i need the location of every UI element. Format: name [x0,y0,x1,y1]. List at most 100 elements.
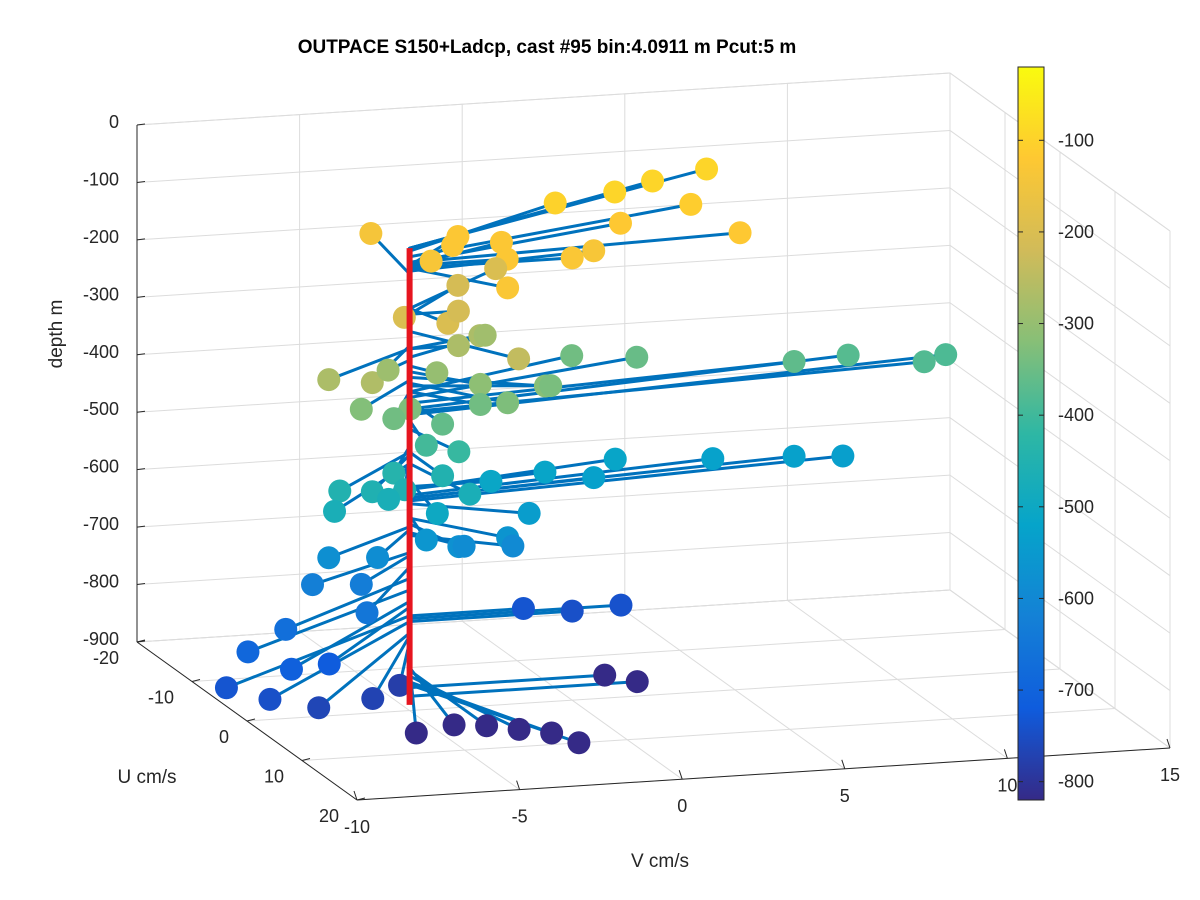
data-point [446,273,470,297]
y-tick-label: -10 [148,688,174,708]
z-tick-label: -700 [83,514,119,534]
data-point [468,372,492,396]
data-point [447,440,471,464]
grid-line [949,130,1171,289]
data-point [701,447,725,471]
y-tick-label: -20 [93,648,119,668]
data-line [408,355,639,400]
x-tick-label: -5 [512,807,528,827]
data-point [511,597,535,621]
data-points [214,157,958,755]
axis-lines [136,72,1171,801]
x-tick-mark [353,790,358,801]
data-line [408,609,574,624]
data-point [323,499,347,523]
z-tick-mark [136,180,146,183]
data-point [934,343,958,367]
data-point [236,640,260,664]
data-point [452,534,476,558]
z-tick-label: -500 [83,399,119,419]
data-point [301,573,325,597]
data-point [258,687,282,711]
data-point [425,501,449,525]
box-edge [949,72,1171,232]
colorbar-tick-label: -600 [1058,588,1094,608]
z-tick-mark [136,238,146,241]
data-point [496,276,520,300]
colorbar-gradient [1017,66,1045,801]
data-point [912,350,936,374]
data-line [224,614,412,690]
data-line [408,454,845,503]
data-line [408,457,715,497]
data-point [328,479,352,503]
data-point [382,407,406,431]
grid-line [949,359,1171,519]
grid-line [136,129,951,183]
data-point [446,334,470,358]
data-line [408,201,557,253]
y-tick-mark [136,639,146,643]
data-point [442,713,466,737]
grid-line [949,244,1171,404]
data-point [473,323,497,347]
data-point [641,169,665,193]
colorbar-tick-label: -200 [1058,222,1094,242]
data-point [441,233,465,257]
grid-line [136,244,951,298]
y-tick-label: 20 [319,806,339,826]
data-line [289,599,412,671]
z-tick-mark [136,353,146,356]
data-point [414,528,438,552]
data-point [361,687,385,711]
colorbar: -100 -200 -300 -400 -500 -600 -700 -800 [1017,66,1094,801]
data-point [349,572,373,596]
y-tick-label: 0 [219,727,229,747]
x-tick-mark [1003,749,1008,759]
data-point [603,447,627,471]
data-line [408,390,482,406]
data-line [408,516,510,540]
data-point [274,617,298,641]
data-line [408,607,525,618]
data-point [355,601,379,625]
data-point [307,696,331,720]
data-point [414,433,438,457]
data-line [327,525,412,560]
y-tick-mark [191,679,201,682]
box-edge [136,589,951,643]
z-tick-mark [136,468,146,471]
data-point [679,192,703,216]
data-point [388,673,412,697]
data-point [317,546,341,570]
data-point [539,374,563,398]
data-point [425,361,449,385]
x-tick-mark [678,770,683,780]
z-tick-label: -100 [83,169,119,189]
data-point [625,345,649,369]
grid-line [136,302,951,356]
y-tick-mark [301,758,311,761]
data-line [408,476,596,500]
z-tick-label: -900 [83,629,119,649]
data-point [458,482,482,506]
data-point [782,444,806,468]
x-tick-label: 15 [1160,765,1180,785]
data-point [366,546,390,570]
x-tick-mark [1166,738,1171,749]
data-point [560,599,584,623]
data-point [533,460,557,484]
z-tick-label: 0 [109,112,119,132]
data-point [609,211,632,235]
data-point [446,299,470,323]
data-line [327,605,412,666]
colorbar-tick-label: -400 [1058,405,1094,425]
colorbar-tick-label: -100 [1058,130,1094,150]
x-tick-mark [841,759,846,769]
data-point [419,249,443,273]
data-line [284,576,412,631]
data-point [582,239,606,263]
data-point [728,221,752,245]
grid-line [246,668,1061,722]
